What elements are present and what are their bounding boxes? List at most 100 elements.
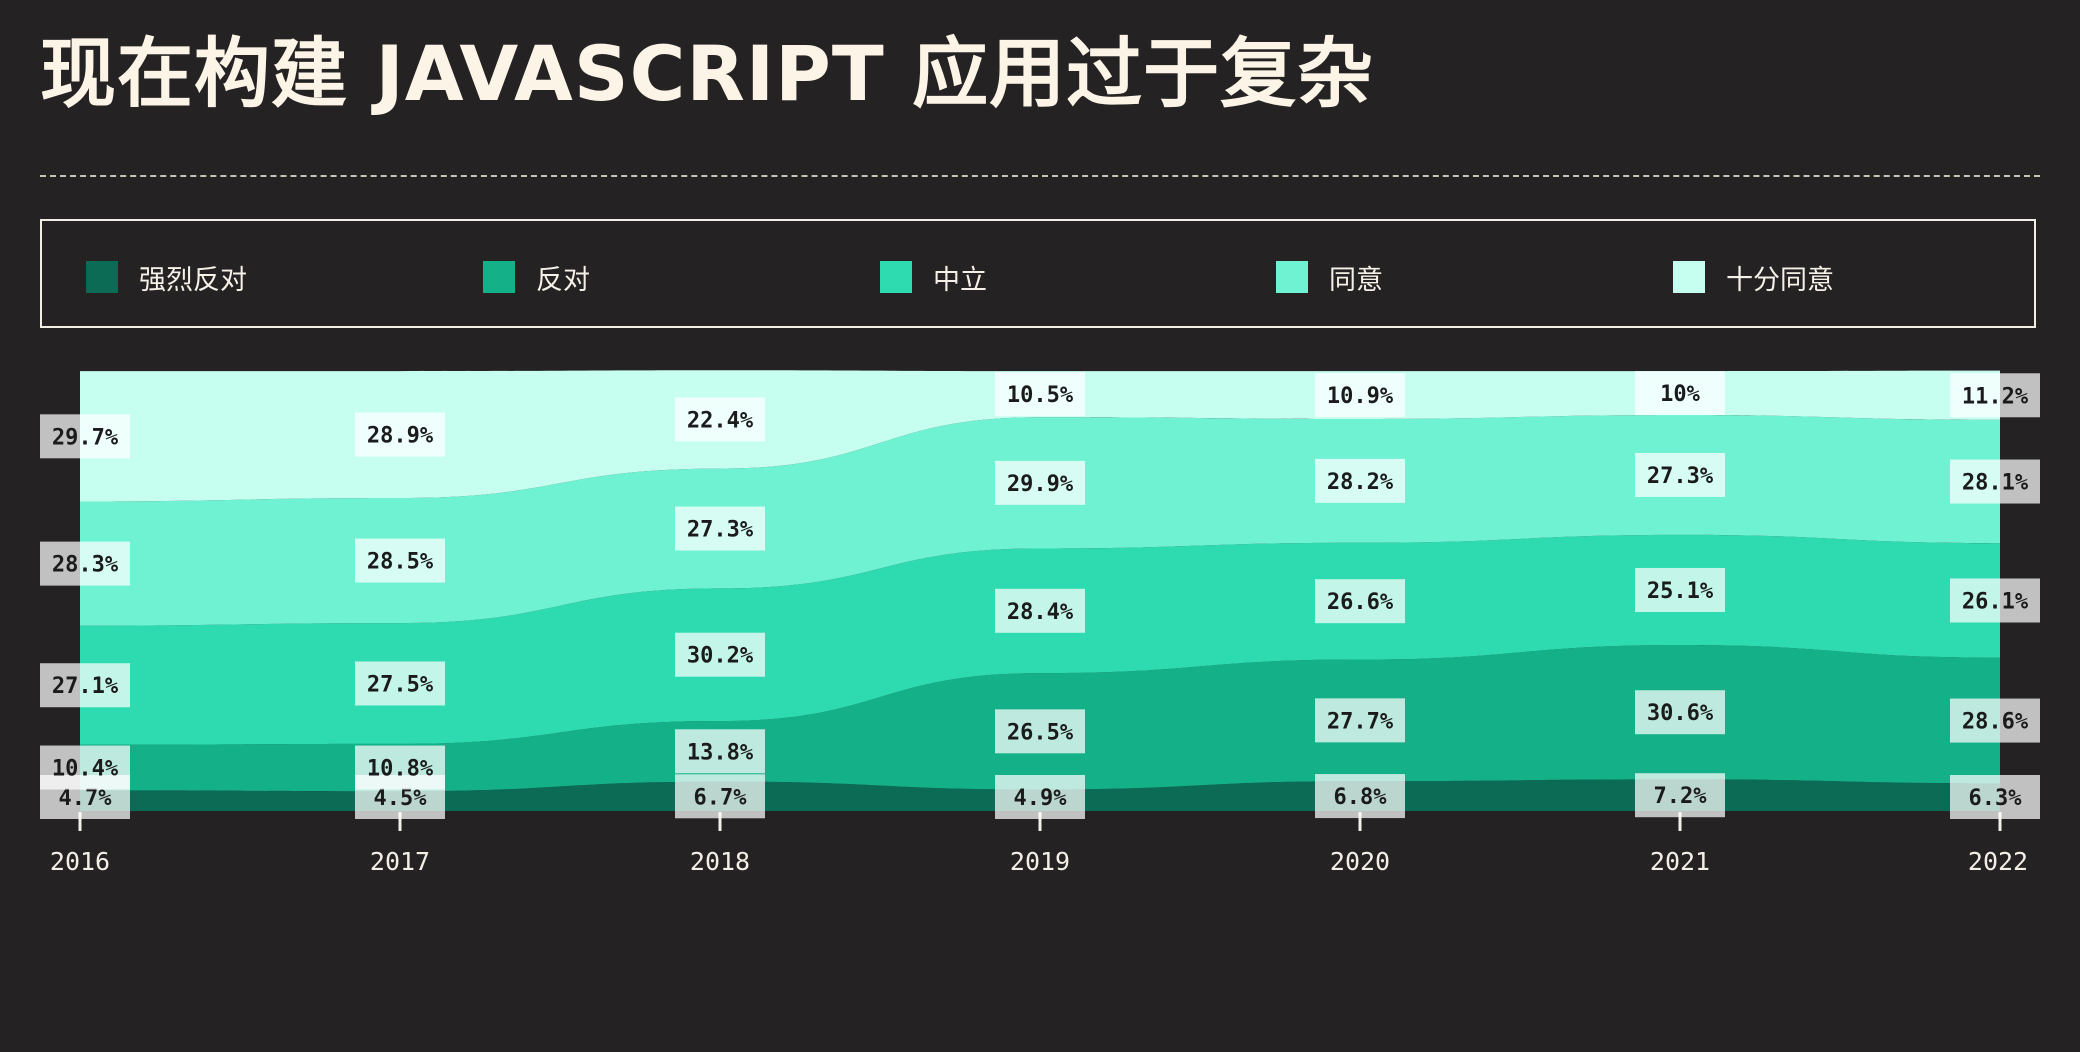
data-label: 27.1% bbox=[40, 663, 130, 708]
data-label-box bbox=[1315, 373, 1405, 418]
x-tick-label: 2022 bbox=[1968, 847, 2028, 876]
data-label: 6.7% bbox=[675, 774, 765, 819]
data-label: 26.1% bbox=[1950, 578, 2040, 623]
data-label: 27.3% bbox=[675, 506, 765, 551]
data-label: 29.7% bbox=[40, 414, 130, 459]
data-label: 25.1% bbox=[1635, 567, 1725, 612]
data-label-box bbox=[995, 588, 1085, 633]
data-label-box bbox=[1950, 459, 2040, 504]
data-label-box bbox=[355, 538, 445, 583]
data-label-text: 10.8% bbox=[367, 757, 434, 782]
data-label-text: 28.6% bbox=[1962, 710, 2029, 735]
data-label-text: 30.2% bbox=[687, 644, 754, 669]
data-label-text: 11.2% bbox=[1962, 384, 2029, 409]
data-label-box bbox=[1315, 458, 1405, 503]
legend-item-agree: 同意 bbox=[1276, 261, 1383, 296]
data-label: 11.2% bbox=[1950, 373, 2040, 418]
data-label-text: 4.7% bbox=[59, 786, 113, 811]
data-label: 10.4% bbox=[40, 745, 130, 790]
data-label: 4.9% bbox=[995, 775, 1085, 819]
data-label-box bbox=[1635, 371, 1725, 416]
data-label: 22.4% bbox=[675, 397, 765, 442]
data-label-box bbox=[995, 460, 1085, 505]
data-label-text: 10% bbox=[1660, 382, 1700, 407]
area-3 bbox=[80, 534, 2000, 745]
data-label: 30.2% bbox=[675, 632, 765, 677]
data-label: 28.6% bbox=[1950, 698, 2040, 743]
data-label: 10.8% bbox=[355, 745, 445, 790]
legend-item-neutral: 中立 bbox=[880, 261, 987, 296]
legend-label: 强烈反对 bbox=[139, 264, 247, 296]
data-label-text: 4.5% bbox=[374, 786, 428, 811]
data-label-box bbox=[675, 632, 765, 677]
x-axis: 2016 2017 2018 2019 2020 2021 2022 bbox=[50, 812, 2028, 876]
data-label-text: 26.5% bbox=[1007, 720, 1074, 745]
data-label: 10.9% bbox=[1315, 373, 1405, 418]
data-label: 28.9% bbox=[355, 412, 445, 457]
area-4 bbox=[80, 415, 2000, 626]
legend-item-strongly-disagree: 强烈反对 bbox=[86, 261, 247, 296]
data-label-text: 10.5% bbox=[1007, 383, 1074, 408]
data-label-box bbox=[1635, 690, 1725, 735]
data-label-box bbox=[1950, 373, 2040, 418]
data-label-text: 27.1% bbox=[52, 674, 119, 699]
legend-swatch-strongly-disagree bbox=[86, 261, 118, 293]
data-label-text: 13.8% bbox=[687, 740, 754, 765]
data-label-box bbox=[675, 729, 765, 774]
data-label-box bbox=[1315, 774, 1405, 819]
data-labels: 4.7% 4.5% 6.7% 4.9% 6.8% 7.2% 6.3% 10.4% 10.8% 13… bbox=[40, 371, 2040, 819]
legend-label: 同意 bbox=[1329, 264, 1383, 296]
data-label-box bbox=[40, 663, 130, 708]
data-label: 6.3% bbox=[1950, 775, 2040, 819]
legend-item-strongly-agree: 十分同意 bbox=[1673, 261, 1834, 296]
data-label-box bbox=[1315, 579, 1405, 624]
legend-swatch-disagree bbox=[483, 261, 515, 293]
data-label: 28.3% bbox=[40, 541, 130, 586]
x-tick-label: 2019 bbox=[1010, 847, 1070, 876]
data-label: 6.8% bbox=[1315, 774, 1405, 819]
data-label-text: 10.9% bbox=[1327, 384, 1394, 409]
legend-label: 十分同意 bbox=[1726, 264, 1834, 296]
data-label-box bbox=[675, 397, 765, 442]
data-label-text: 4.9% bbox=[1014, 786, 1068, 811]
legend-item-disagree: 反对 bbox=[483, 261, 590, 296]
legend-swatch-neutral bbox=[880, 261, 912, 293]
legend-label: 中立 bbox=[933, 264, 987, 296]
data-label: 28.2% bbox=[1315, 458, 1405, 503]
data-label: 28.5% bbox=[355, 538, 445, 583]
legend-label: 反对 bbox=[536, 264, 590, 296]
area-5 bbox=[80, 370, 2000, 502]
data-label: 10.5% bbox=[995, 372, 1085, 417]
data-label-text: 26.6% bbox=[1327, 590, 1394, 615]
data-label-text: 28.9% bbox=[367, 424, 434, 449]
data-label-box bbox=[1315, 698, 1405, 743]
data-label-box bbox=[1950, 698, 2040, 743]
x-tick-label: 2017 bbox=[370, 847, 430, 876]
data-label: 26.5% bbox=[995, 709, 1085, 754]
data-label: 13.8% bbox=[675, 729, 765, 774]
x-tick-label: 2021 bbox=[1650, 847, 1710, 876]
data-label-box bbox=[40, 541, 130, 586]
data-label-box bbox=[675, 774, 765, 819]
data-label-text: 28.4% bbox=[1007, 600, 1074, 625]
data-label-box bbox=[40, 414, 130, 459]
data-label-text: 25.1% bbox=[1647, 579, 1714, 604]
data-label-text: 26.1% bbox=[1962, 589, 2029, 614]
x-tick-label: 2018 bbox=[690, 847, 750, 876]
data-label-text: 27.5% bbox=[367, 672, 434, 697]
data-label-text: 28.1% bbox=[1962, 471, 2029, 496]
data-label-box bbox=[675, 506, 765, 551]
data-label-text: 29.9% bbox=[1007, 472, 1074, 497]
data-label-text: 27.3% bbox=[687, 518, 754, 543]
data-label-box bbox=[355, 661, 445, 706]
data-label-box bbox=[995, 372, 1085, 417]
data-label-box bbox=[1635, 773, 1725, 818]
data-label-box bbox=[40, 745, 130, 790]
data-label-box bbox=[1635, 452, 1725, 497]
data-label-box bbox=[355, 745, 445, 790]
data-label-text: 10.4% bbox=[52, 757, 119, 782]
data-label-text: 29.7% bbox=[52, 425, 119, 450]
data-label-text: 6.8% bbox=[1334, 785, 1388, 810]
data-label-box bbox=[1950, 775, 2040, 819]
